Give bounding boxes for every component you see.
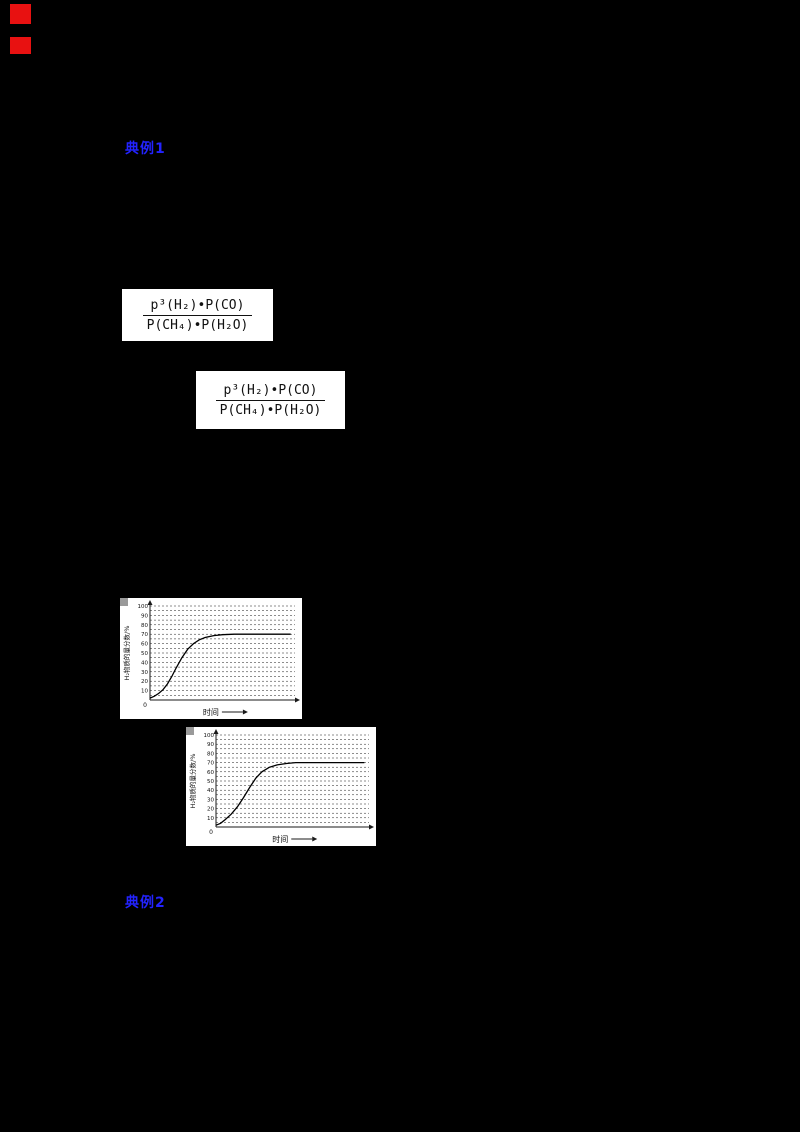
x-label-arrow bbox=[312, 836, 318, 842]
y-tick-label: 70 bbox=[207, 761, 214, 767]
y-tick-label: 80 bbox=[207, 751, 214, 757]
y-tick-label: 80 bbox=[141, 623, 148, 629]
chart-svg: 10 20 30 40 50 60 70 80 90 100 0 H₂物质的量分数/% 时间 bbox=[188, 729, 374, 844]
y-tick-label: 20 bbox=[141, 679, 148, 685]
scan-artifact bbox=[120, 598, 128, 606]
x-label-arrow bbox=[242, 709, 248, 715]
h2-mole-fraction-chart-2: 10 20 30 40 50 60 70 80 90 100 0 H₂物质的量分数/% 时间 bbox=[186, 727, 376, 846]
kp-expression-2: p³(H₂)•P(CO) P(CH₄)•P(H₂O) bbox=[196, 371, 345, 429]
scan-artifact bbox=[186, 727, 194, 735]
h2-fraction-curve bbox=[215, 761, 365, 826]
y-tick-label: 30 bbox=[207, 797, 214, 803]
y-axis-title: H₂物质的量分数/% bbox=[122, 626, 131, 681]
y-tick-label: 70 bbox=[141, 632, 148, 638]
y-tick-label: 40 bbox=[141, 660, 148, 666]
y-tick-label: 50 bbox=[141, 651, 148, 657]
red-marker-top bbox=[10, 4, 31, 24]
y-axis-title: H₂物质的量分数/% bbox=[188, 754, 197, 809]
kp-denominator: P(CH₄)•P(H₂O) bbox=[215, 399, 326, 419]
y-tick-label: 10 bbox=[207, 816, 214, 822]
fraction: p³(H₂)•P(CO) P(CH₄)•P(H₂O) bbox=[142, 297, 253, 334]
kp-numerator: p³(H₂)•P(CO) bbox=[223, 382, 318, 398]
x-axis-title: 时间 bbox=[203, 707, 219, 717]
y-tick-label: 40 bbox=[207, 788, 214, 794]
y-tick-label: 100 bbox=[138, 604, 149, 610]
y-axis-arrow bbox=[147, 600, 153, 605]
y-tick-label: 20 bbox=[207, 807, 214, 813]
x-axis-arrow bbox=[295, 697, 300, 703]
x-axis-arrow bbox=[369, 824, 374, 830]
y-tick-label: 100 bbox=[204, 733, 215, 739]
y-tick-label: 90 bbox=[207, 742, 214, 748]
h2-mole-fraction-chart-1: 10 20 30 40 50 60 70 80 90 100 0 H₂物质的量分数/% 时间 bbox=[120, 598, 302, 719]
kp-denominator: P(CH₄)•P(H₂O) bbox=[142, 314, 253, 334]
y-tick-label: 50 bbox=[207, 779, 214, 785]
h2-fraction-curve bbox=[149, 633, 291, 699]
kp-numerator: p³(H₂)•P(CO) bbox=[150, 297, 245, 313]
kp-expression-1: p³(H₂)•P(CO) P(CH₄)•P(H₂O) bbox=[122, 289, 273, 341]
y-tick-label: 30 bbox=[141, 670, 148, 676]
origin-label: 0 bbox=[209, 829, 213, 836]
x-axis-title: 时间 bbox=[272, 834, 288, 844]
y-tick-label: 60 bbox=[141, 642, 148, 648]
example2-label: 典例2 bbox=[125, 895, 166, 911]
origin-label: 0 bbox=[143, 702, 147, 709]
y-tick-label: 10 bbox=[141, 689, 148, 695]
y-tick-label: 90 bbox=[141, 613, 148, 619]
red-marker-bottom bbox=[10, 37, 31, 54]
fraction: p³(H₂)•P(CO) P(CH₄)•P(H₂O) bbox=[215, 382, 326, 419]
y-tick-label: 60 bbox=[207, 770, 214, 776]
chart-svg: 10 20 30 40 50 60 70 80 90 100 0 H₂物质的量分数/% 时间 bbox=[122, 600, 300, 717]
example1-label: 典例1 bbox=[125, 141, 166, 157]
y-axis-arrow bbox=[213, 729, 219, 734]
